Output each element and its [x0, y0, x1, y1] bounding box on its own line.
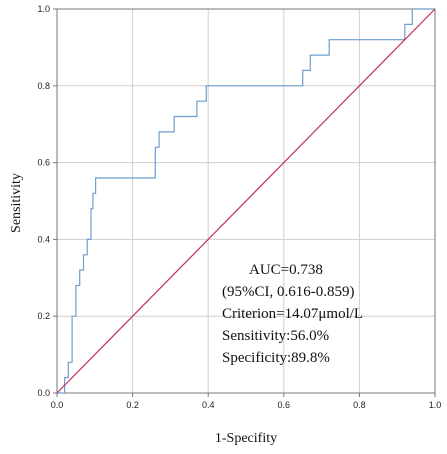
y-tick-label: 0.2: [37, 311, 50, 321]
tick-layer: 0.0 0.2 0.4 0.6 0.8 1.0 0.0 0.2 0.4 0.6 0.8 1.0: [37, 4, 441, 410]
criterion-annotation: Criterion=14.07μmol/L: [222, 306, 363, 322]
ci-annotation: (95%CI, 0.616-0.859): [222, 284, 354, 300]
y-tick-label: 0.6: [37, 158, 50, 168]
y-tick-label: 0.8: [37, 81, 50, 91]
sensitivity-annotation: Sensitivity:56.0%: [222, 328, 329, 344]
x-tick-label: 0.4: [202, 400, 215, 410]
annotation-layer: AUC=0.738 (95%CI, 0.616-0.859) Criterion=1…: [222, 262, 363, 366]
roc-curve-line: [57, 8, 435, 394]
auc-annotation: AUC=0.738: [249, 262, 323, 278]
x-tick-label: 1.0: [429, 400, 442, 410]
y-tick-label: 1.0: [37, 4, 50, 14]
y-tick-label: 0.4: [37, 234, 50, 244]
x-tick-label: 0.8: [353, 400, 366, 410]
plot-frame: [56, 8, 436, 394]
y-axis-label: Sensitivity: [9, 173, 24, 233]
specificity-annotation: Specificity:89.8%: [222, 350, 330, 366]
x-tick-label: 0.6: [278, 400, 291, 410]
x-tick-label: 0.2: [126, 400, 139, 410]
x-tick-label: 0.0: [51, 400, 64, 410]
x-axis-label: 1-Specifity: [215, 431, 277, 446]
reference-diagonal-line: [56, 8, 436, 394]
grid-layer: [56, 8, 436, 394]
y-tick-label: 0.0: [37, 388, 50, 398]
series-layer: [56, 8, 436, 394]
